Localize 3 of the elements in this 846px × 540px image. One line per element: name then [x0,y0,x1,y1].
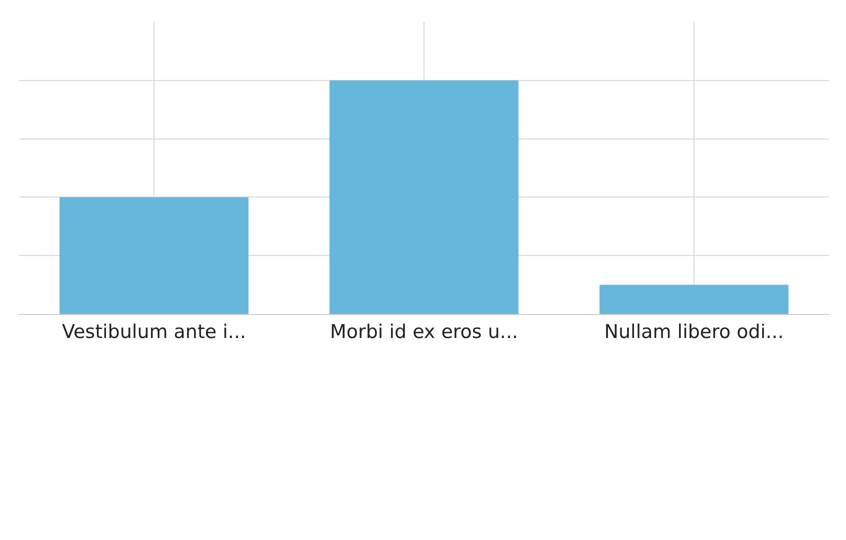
x-tick-label: Nullam libero odi... [604,320,784,343]
x-tick-label: Morbi id ex eros u... [330,320,518,343]
x-tick-label: Vestibulum ante i... [62,320,246,343]
